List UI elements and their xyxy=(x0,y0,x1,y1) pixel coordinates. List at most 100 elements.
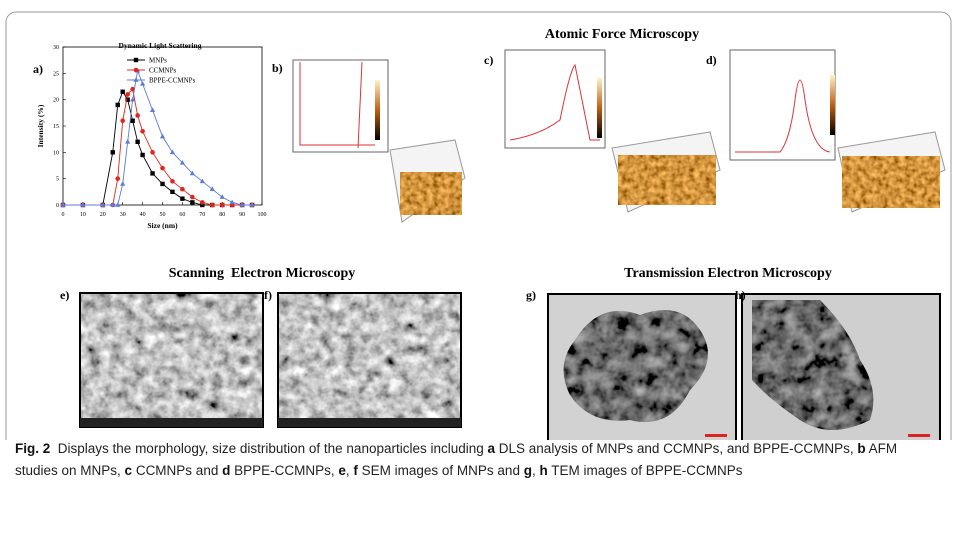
caption-label: Fig. 2 xyxy=(15,441,50,456)
data-point xyxy=(150,107,155,112)
data-point xyxy=(120,118,125,123)
caption-text: Displays the morphology, size distributi… xyxy=(15,441,901,478)
data-point xyxy=(150,150,155,155)
data-point xyxy=(170,190,174,194)
data-point xyxy=(200,200,205,205)
y-tick-label: 20 xyxy=(53,98,59,104)
caption-panel-ref: e xyxy=(338,463,346,478)
panel-label: b) xyxy=(272,61,283,75)
x-tick-label: 80 xyxy=(219,212,225,218)
data-point xyxy=(125,92,130,97)
series-line xyxy=(63,89,252,205)
data-point xyxy=(170,179,175,184)
data-point xyxy=(121,90,125,94)
data-point xyxy=(160,134,165,139)
data-point xyxy=(125,139,130,144)
data-point xyxy=(120,181,125,186)
afm-plot-frame xyxy=(293,60,388,152)
x-axis-label: Size (nm) xyxy=(147,221,178,230)
caption-panel-ref: h xyxy=(539,463,547,478)
legend-label: CCMNPs xyxy=(149,67,177,75)
caption-panel-ref: b xyxy=(857,441,865,456)
x-tick-label: 30 xyxy=(120,212,126,218)
sem-info-bar xyxy=(80,418,263,427)
data-point xyxy=(160,166,165,171)
panel-label: g) xyxy=(526,288,536,302)
y-tick-label: 10 xyxy=(53,150,59,156)
afm-panels xyxy=(293,50,945,222)
data-point xyxy=(140,129,145,134)
data-point xyxy=(220,194,225,199)
data-point xyxy=(115,202,120,207)
data-point xyxy=(210,186,215,191)
data-point xyxy=(130,119,134,123)
panel-label: a) xyxy=(33,62,43,76)
y-axis-label: Intensity (%) xyxy=(36,104,45,147)
data-point xyxy=(140,153,144,157)
x-tick-label: 50 xyxy=(160,212,166,218)
data-point xyxy=(111,150,115,154)
x-tick-label: 90 xyxy=(239,212,245,218)
afm-plot-frame xyxy=(730,50,835,160)
x-tick-label: 0 xyxy=(62,212,65,218)
legend-marker xyxy=(133,77,138,82)
data-point xyxy=(115,176,120,181)
data-point xyxy=(140,81,145,86)
scale-bar xyxy=(908,434,930,437)
heading: Atomic Force Microscopy xyxy=(545,27,699,42)
data-point xyxy=(135,140,139,144)
afm-plot-frame xyxy=(505,50,605,148)
caption-panel-ref: a xyxy=(488,441,496,456)
caption-text-part: BPPE-CCMNPs, xyxy=(230,463,338,478)
sem-image xyxy=(278,293,461,427)
figure: Atomic Force Microscopy Scanning Electro… xyxy=(0,0,957,440)
series-line xyxy=(63,71,252,205)
panel-label: h) xyxy=(735,288,746,302)
sem-image xyxy=(80,293,263,427)
data-point xyxy=(190,195,195,200)
legend-marker xyxy=(134,68,139,73)
y-tick-label: 5 xyxy=(56,177,59,183)
heading: Transmission Electron Microscopy xyxy=(624,266,832,281)
x-tick-label: 10 xyxy=(80,212,86,218)
sem-images xyxy=(80,293,461,427)
y-tick-label: 25 xyxy=(53,71,59,77)
caption-panel-ref: c xyxy=(125,463,133,478)
series-line xyxy=(63,92,252,205)
legend-marker xyxy=(134,58,138,62)
caption-text-part: Displays the morphology, size distributi… xyxy=(58,441,488,456)
dls-chart: Dynamic Light Scattering Size (nm) Intensi… xyxy=(36,41,267,230)
panel-label: c) xyxy=(484,53,493,67)
data-point xyxy=(190,200,194,204)
afm-colorbar xyxy=(375,80,380,140)
y-tick-label: 30 xyxy=(53,45,59,51)
x-tick-label: 70 xyxy=(199,212,205,218)
caption-text-part: DLS analysis of MNPs and CCMNPs, and BPP… xyxy=(495,441,857,456)
tem-images xyxy=(548,294,940,440)
scale-bar xyxy=(705,434,727,437)
legend-label: MNPs xyxy=(149,57,167,65)
chart-title: Dynamic Light Scattering xyxy=(119,41,202,50)
data-point xyxy=(200,179,205,184)
caption-text-part: CCMNPs and xyxy=(132,463,222,478)
data-point xyxy=(150,171,154,175)
heading: Scanning Electron Microscopy xyxy=(169,266,356,281)
panel-label: e) xyxy=(60,288,69,302)
x-tick-label: 100 xyxy=(258,212,267,218)
x-tick-label: 20 xyxy=(100,212,106,218)
x-tick-label: 40 xyxy=(140,212,146,218)
afm-colorbar xyxy=(830,75,835,135)
data-point xyxy=(116,103,120,107)
x-tick-label: 60 xyxy=(179,212,185,218)
sem-info-bar xyxy=(278,418,461,427)
caption: Fig. 2 Displays the morphology, size dis… xyxy=(15,438,940,482)
figure-page: Atomic Force Microscopy Scanning Electro… xyxy=(0,0,957,543)
data-point xyxy=(180,187,185,192)
caption-text-part: TEM images of BPPE-CCMNPs xyxy=(548,463,743,478)
data-point xyxy=(160,182,164,186)
data-point xyxy=(180,196,184,200)
data-point xyxy=(135,113,140,118)
panel-label: f) xyxy=(264,288,272,302)
caption-panel-ref: g xyxy=(524,463,532,478)
caption-text-part: SEM images of MNPs and xyxy=(358,463,524,478)
